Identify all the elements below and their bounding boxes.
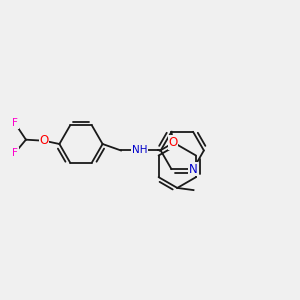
Text: O: O [168,136,178,149]
Text: NH: NH [132,146,147,155]
Text: O: O [40,134,49,147]
Text: N: N [189,163,197,176]
Text: F: F [12,148,18,158]
Text: F: F [12,118,18,128]
